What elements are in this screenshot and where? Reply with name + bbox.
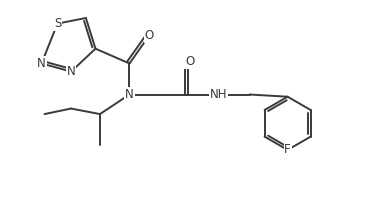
Text: O: O [144, 29, 154, 42]
Text: F: F [284, 143, 291, 156]
Text: N: N [37, 57, 46, 70]
Text: O: O [185, 55, 194, 68]
Text: N: N [125, 88, 134, 101]
Text: N: N [67, 65, 76, 78]
Text: S: S [54, 17, 61, 30]
Text: NH: NH [210, 88, 228, 101]
